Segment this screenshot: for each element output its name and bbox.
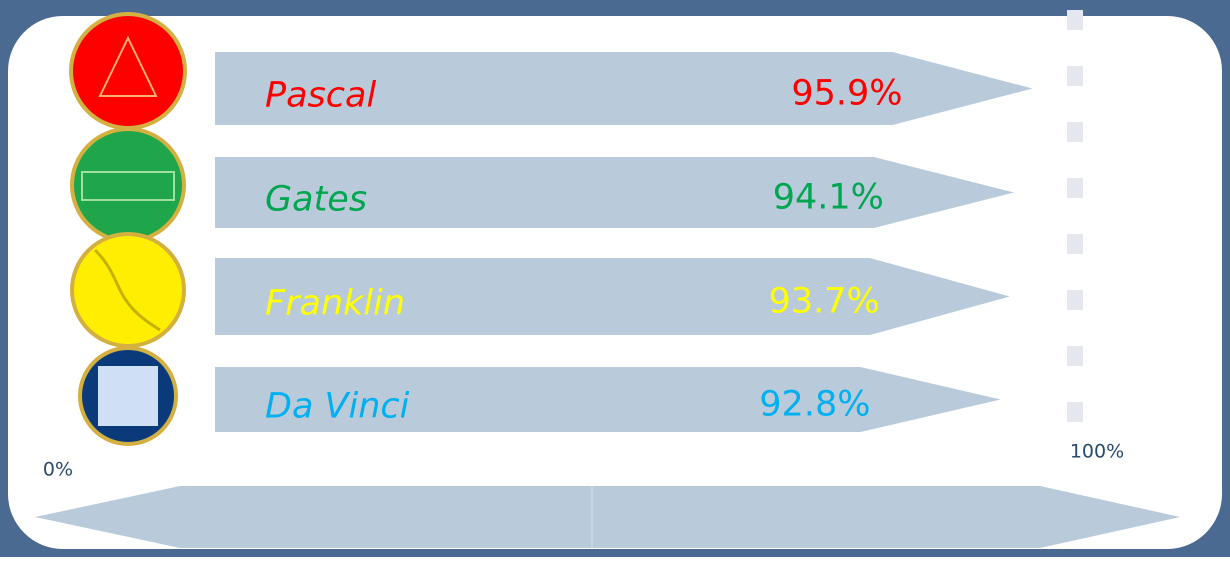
- tick-dash: [1067, 66, 1083, 86]
- icon-franklin: [72, 234, 184, 346]
- tick-dash: [1067, 402, 1083, 422]
- tick-dash: [1067, 122, 1083, 142]
- value-label: 92.8%: [759, 385, 870, 425]
- value-label: 94.1%: [773, 178, 884, 218]
- icon-gates: [72, 129, 184, 241]
- category-label: Pascal: [265, 76, 376, 116]
- chart: 0% 100% Pascal 95.9% Gates 94.1% Franklin 93.7%…: [0, 0, 1230, 557]
- x-tick-label: 100%: [1070, 441, 1124, 463]
- tick-dash: [1067, 346, 1083, 366]
- value-label: 95.9%: [791, 74, 902, 114]
- bottom-arrow: [35, 486, 1180, 548]
- icon-pascal: [71, 14, 185, 128]
- icon-davinci-glyph: [98, 366, 158, 426]
- tick-dash: [1067, 290, 1083, 310]
- category-label: Franklin: [265, 284, 405, 324]
- page: 0% 100% Pascal 95.9% Gates 94.1% Franklin 93.7%…: [0, 0, 1230, 557]
- category-label: Gates: [265, 180, 367, 220]
- tick-dash: [1067, 178, 1083, 198]
- x-tick-label: 0%: [43, 459, 73, 481]
- tick-dash: [1067, 234, 1083, 254]
- value-label: 93.7%: [769, 282, 880, 322]
- tick-dash: [1067, 10, 1083, 30]
- category-label: Da Vinci: [265, 387, 410, 427]
